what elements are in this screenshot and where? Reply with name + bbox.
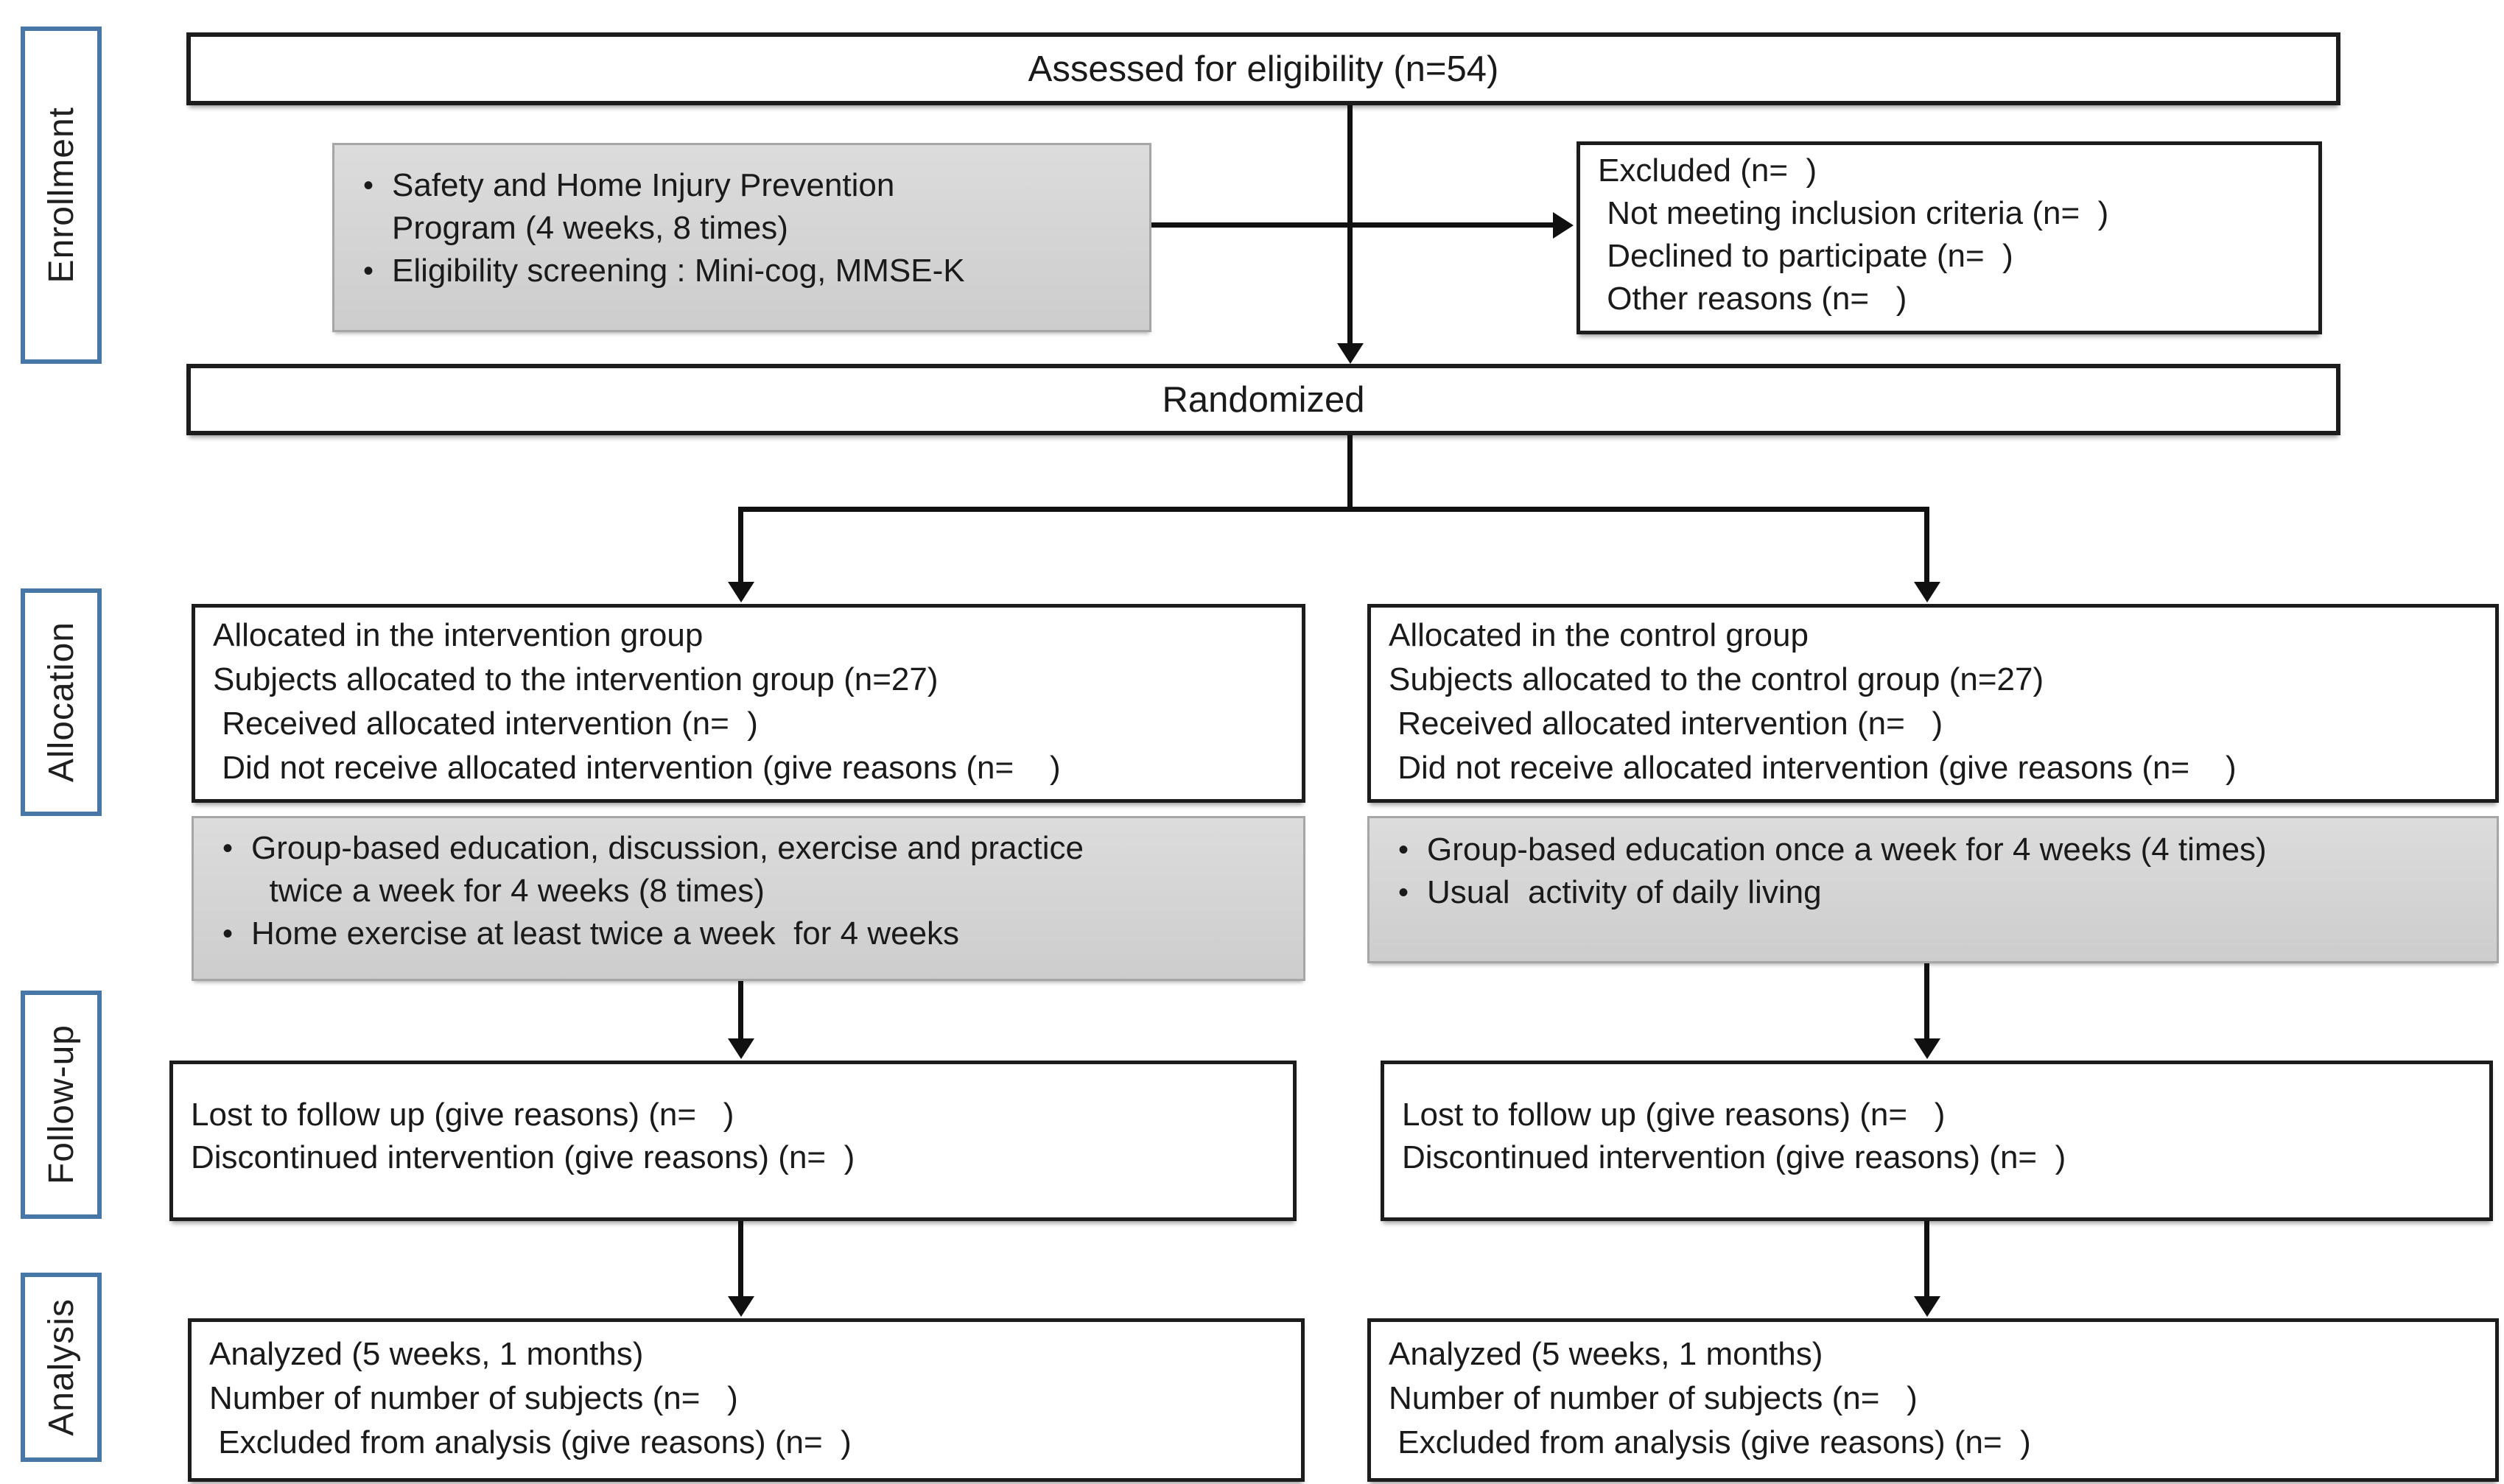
- followup-intervention-box: Lost to follow up (give reasons) (n= ) D…: [169, 1061, 1297, 1221]
- program-item: • Eligibility screening : Mini-cog, MMSE…: [345, 250, 1134, 292]
- line-randomized-branch: [738, 507, 1929, 512]
- arrow-followup-to-analysis-control: [1924, 1221, 1929, 1296]
- stage-label-followup-text: Follow-up: [41, 1024, 81, 1185]
- arrow-randomized-to-control: [1924, 507, 1929, 582]
- program-item: • Safety and Home Injury Prevention Prog…: [345, 164, 1134, 250]
- analysis-intervention-line: Excluded from analysis (give reasons) (n…: [209, 1424, 852, 1460]
- intervention-program-item: • Home exercise at least twice a week fo…: [204, 912, 1288, 955]
- arrow-intervention-program-to-followup: [738, 981, 743, 1038]
- arrow-followup-to-analysis-intervention: [738, 1221, 743, 1296]
- followup-intervention-line: Discontinued intervention (give reasons)…: [191, 1139, 855, 1175]
- bullet-icon: •: [362, 169, 374, 202]
- excluded-line: Excluded (n= ): [1598, 152, 1817, 189]
- bullet-icon: •: [1397, 876, 1409, 909]
- followup-intervention-line: Lost to follow up (give reasons) (n= ): [191, 1097, 734, 1133]
- program-item-text: Eligibility screening : Mini-cog, MMSE-K: [392, 253, 965, 289]
- arrow-program-to-excluded: [1151, 222, 1553, 228]
- program-box: • Safety and Home Injury Prevention Prog…: [332, 143, 1151, 332]
- intervention-program-item-text: Home exercise at least twice a week for …: [251, 915, 960, 952]
- stage-label-enrollment: Enrollment: [21, 27, 102, 364]
- intervention-program-box: • Group-based education, discussion, exe…: [192, 816, 1305, 981]
- randomized-text: Randomized: [1162, 379, 1365, 420]
- stage-label-analysis: Analysis: [21, 1273, 102, 1462]
- line-randomized-stem: [1347, 435, 1353, 512]
- analysis-control-box: Analyzed (5 weeks, 1 months) Number of n…: [1367, 1318, 2499, 1482]
- control-program-item: • Usual activity of daily living: [1380, 871, 2482, 914]
- analysis-intervention-line: Number of number of subjects (n= ): [209, 1380, 738, 1416]
- excluded-line: Declined to participate (n= ): [1598, 238, 2013, 274]
- alloc-control-box: Allocated in the control group Subjects …: [1367, 604, 2499, 803]
- randomized-box: Randomized: [186, 364, 2340, 435]
- control-program-item-text: Group-based education once a week for 4 …: [1427, 831, 2267, 868]
- control-program-box: • Group-based education once a week for …: [1367, 816, 2499, 963]
- followup-control-line: Discontinued intervention (give reasons)…: [1402, 1139, 2066, 1175]
- control-program-item-text: Usual activity of daily living: [1427, 874, 1822, 910]
- followup-control-box: Lost to follow up (give reasons) (n= ) D…: [1381, 1061, 2493, 1221]
- alloc-intervention-box: Allocated in the intervention group Subj…: [192, 604, 1305, 803]
- intervention-program-item: • Group-based education, discussion, exe…: [204, 827, 1288, 912]
- alloc-control-line: Received allocated intervention (n= ): [1389, 706, 1943, 742]
- alloc-intervention-line: Did not receive allocated intervention (…: [213, 750, 1061, 786]
- stage-label-allocation-text: Allocation: [41, 622, 81, 783]
- arrow-randomized-to-intervention: [738, 507, 743, 582]
- bullet-icon: •: [1397, 834, 1409, 866]
- analysis-intervention-line: Analyzed (5 weeks, 1 months): [209, 1336, 644, 1372]
- analysis-intervention-box: Analyzed (5 weeks, 1 months) Number of n…: [188, 1318, 1305, 1482]
- alloc-intervention-line: Allocated in the intervention group: [213, 617, 704, 653]
- followup-control-line: Lost to follow up (give reasons) (n= ): [1402, 1097, 1946, 1133]
- analysis-control-line: Analyzed (5 weeks, 1 months): [1389, 1336, 1823, 1372]
- excluded-line: Not meeting inclusion criteria (n= ): [1598, 195, 2109, 231]
- assessed-box: Assessed for eligibility (n=54): [186, 32, 2340, 105]
- alloc-control-line: Did not receive allocated intervention (…: [1389, 750, 2237, 786]
- analysis-control-line: Excluded from analysis (give reasons) (n…: [1389, 1424, 2031, 1460]
- analysis-control-line: Number of number of subjects (n= ): [1389, 1380, 1918, 1416]
- alloc-control-line: Allocated in the control group: [1389, 617, 1809, 653]
- control-program-item: • Group-based education once a week for …: [1380, 829, 2482, 871]
- arrow-control-program-to-followup: [1924, 963, 1929, 1038]
- stage-label-enrollment-text: Enrollment: [41, 107, 81, 284]
- bullet-icon: •: [362, 255, 374, 287]
- bullet-icon: •: [222, 832, 233, 865]
- bullet-icon: •: [222, 918, 233, 950]
- stage-label-followup: Follow-up: [21, 991, 102, 1219]
- alloc-intervention-line: Subjects allocated to the intervention g…: [213, 661, 939, 697]
- stage-label-analysis-text: Analysis: [41, 1298, 81, 1436]
- excluded-line: Other reasons (n= ): [1598, 281, 1907, 317]
- excluded-box: Excluded (n= ) Not meeting inclusion cri…: [1577, 141, 2322, 334]
- assessed-text: Assessed for eligibility (n=54): [1028, 49, 1499, 89]
- program-item-text: Safety and Home Injury Prevention Progra…: [392, 167, 895, 246]
- alloc-control-line: Subjects allocated to the control group …: [1389, 661, 2044, 697]
- intervention-program-item-text: Group-based education, discussion, exerc…: [251, 830, 1084, 909]
- stage-label-allocation: Allocation: [21, 588, 102, 816]
- alloc-intervention-line: Received allocated intervention (n= ): [213, 706, 758, 742]
